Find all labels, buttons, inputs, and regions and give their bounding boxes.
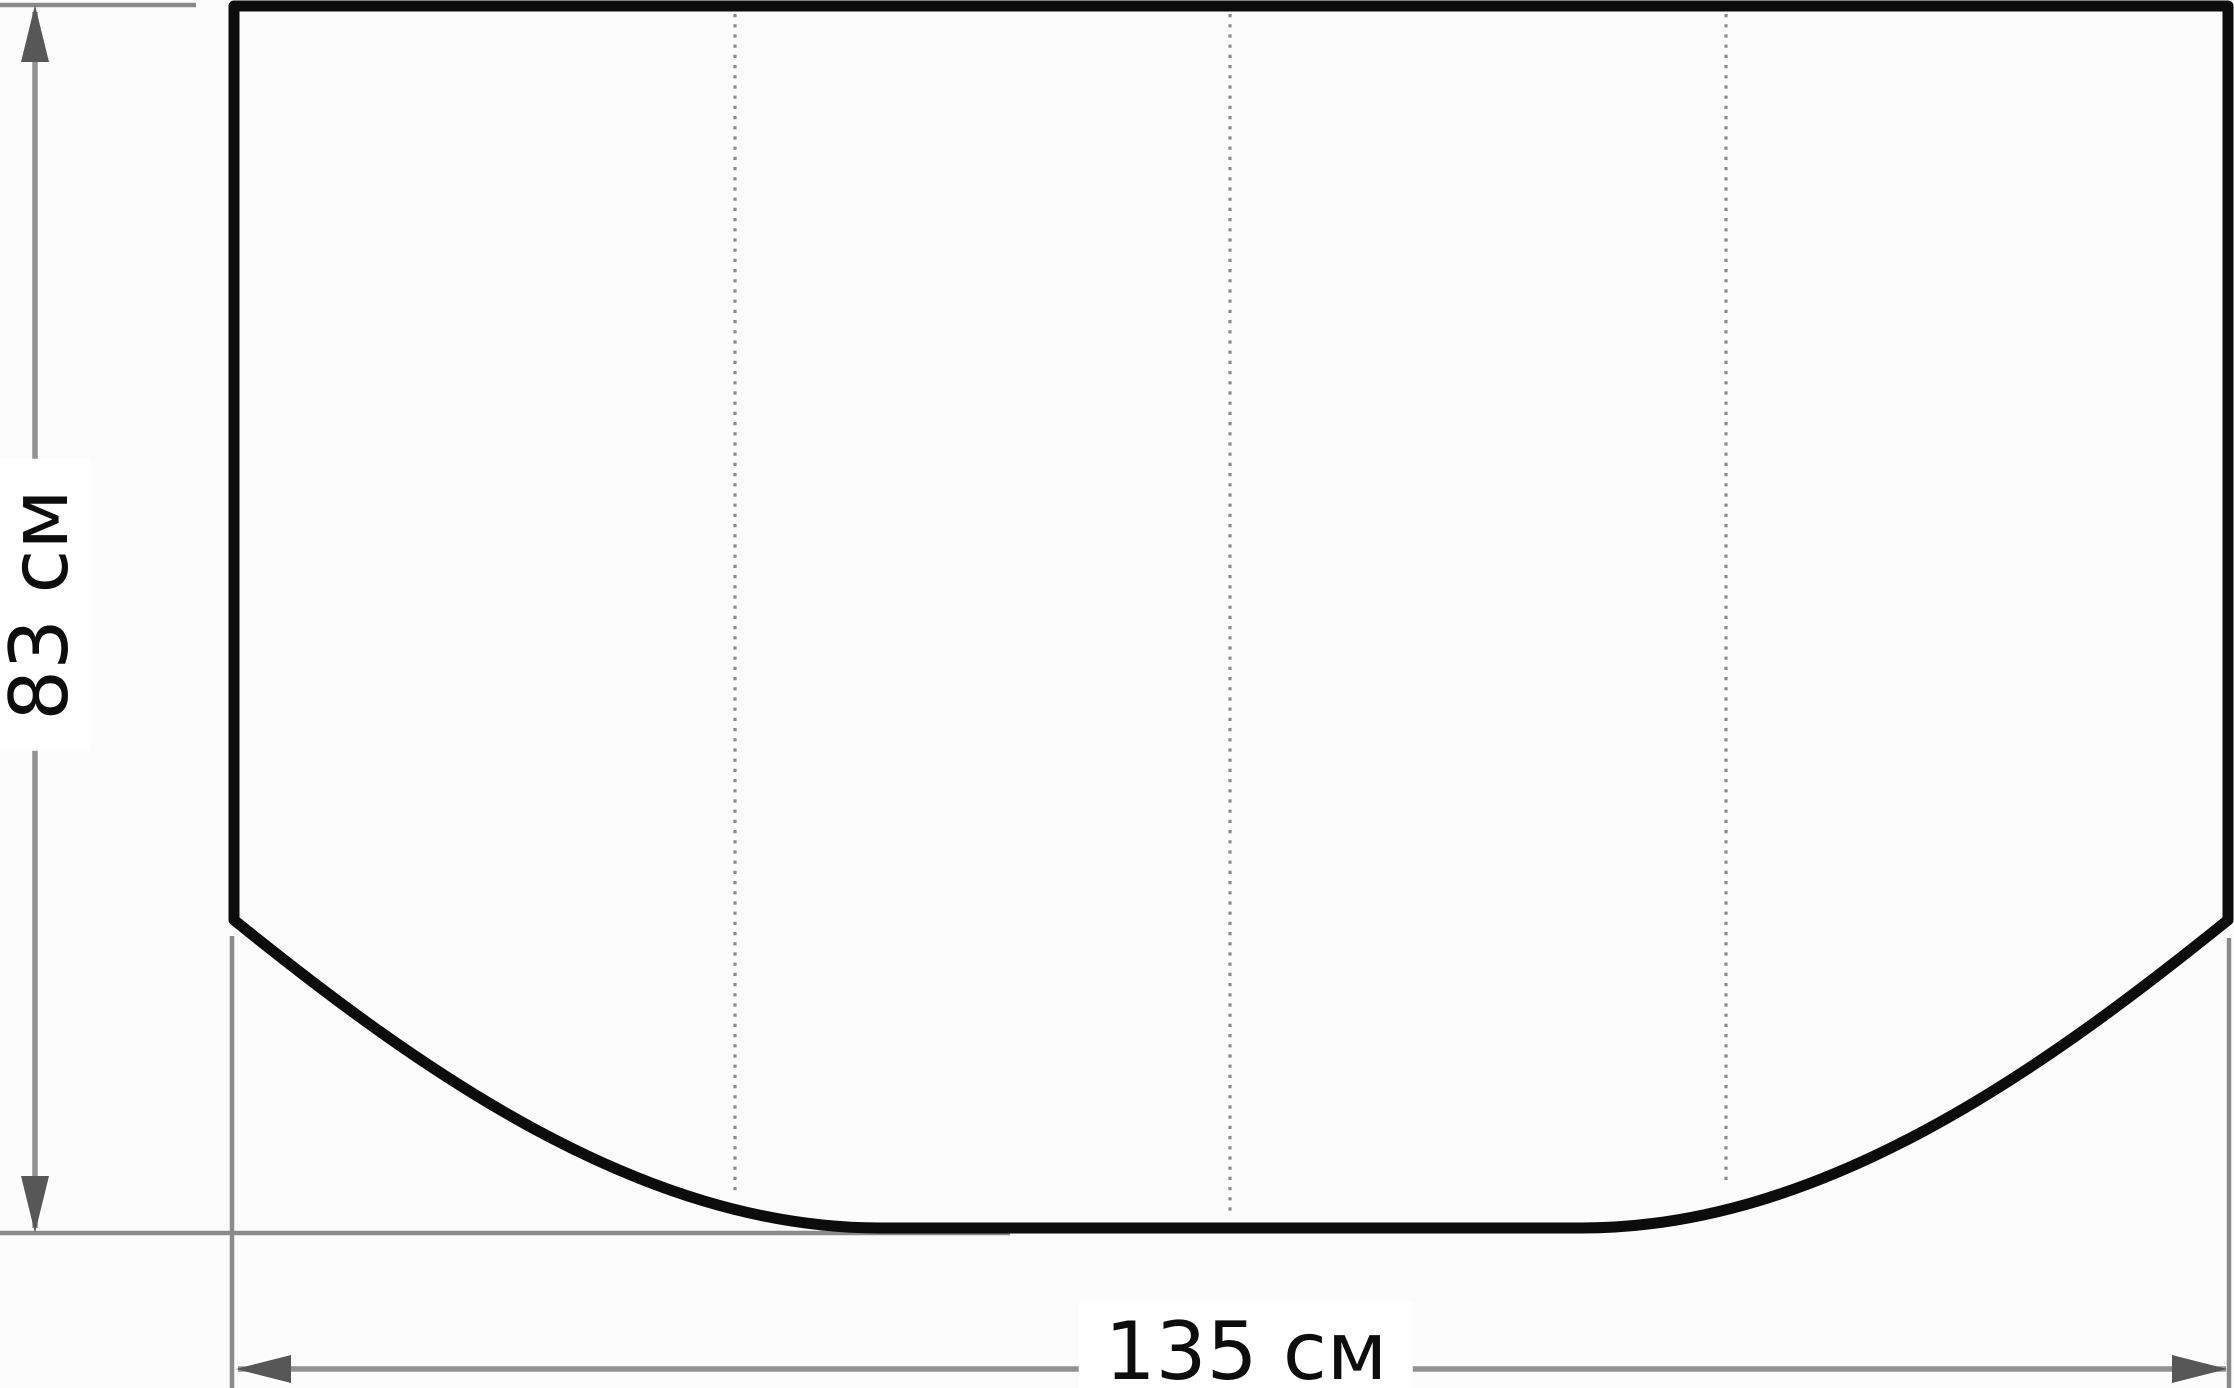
height-dimension-label: 83 см [0,459,90,751]
width-dimension-label: 135 см [1078,1302,1414,1388]
width-arrowhead-right [2172,1355,2227,1383]
height-arrowhead-up [21,5,49,62]
width-arrowhead-left [236,1355,291,1383]
height-arrowhead-down [21,1176,49,1233]
